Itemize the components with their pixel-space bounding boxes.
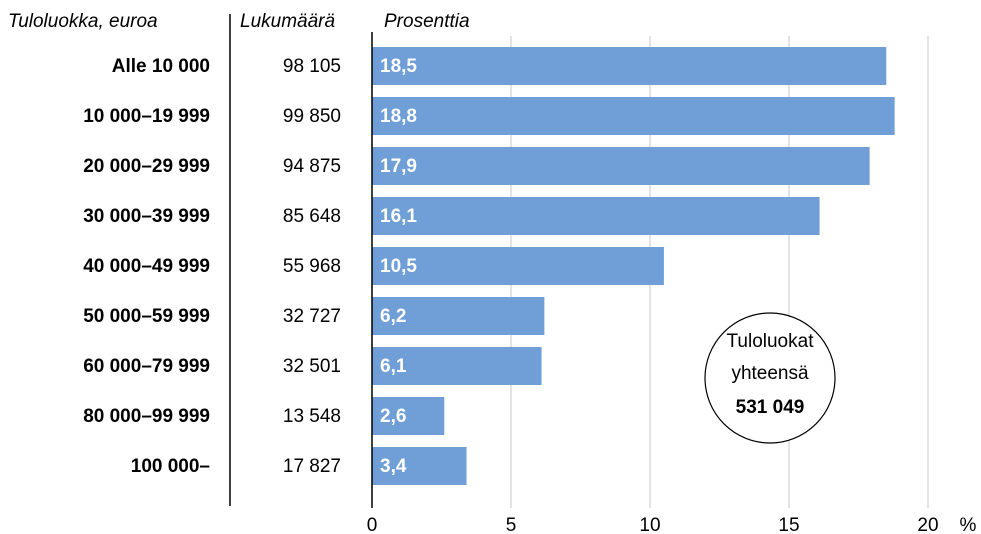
x-tick-label: 15 [778,515,799,534]
value-label: 6,1 [380,356,407,377]
category-label: 80 000–99 999 [83,406,210,427]
category-label: Alle 10 000 [112,56,210,77]
count: 32 727 [283,306,341,327]
bar [372,297,545,335]
bar [372,197,820,235]
count: 98 105 [283,56,341,77]
count: 85 648 [283,206,341,227]
annotation-circle [704,312,836,444]
bar [372,147,870,185]
value-label: 18,8 [380,106,417,127]
value-label: 17,9 [380,156,417,177]
count: 17 827 [283,456,341,477]
bar [372,97,895,135]
bar [372,397,445,435]
x-tick-label: 0 [367,515,378,534]
value-label: 3,4 [380,456,407,477]
category-label: 50 000–59 999 [83,306,210,327]
bar [372,47,887,85]
category-label: 10 000–19 999 [83,106,210,127]
value-label: 6,2 [380,306,406,327]
category-label: 60 000–79 999 [83,356,210,377]
value-label: 16,1 [380,206,417,227]
annotation-total: 531 049 [736,397,805,418]
count: 55 968 [283,256,341,277]
column-header: Prosenttia [384,11,470,32]
x-tick-label: 5 [506,515,517,534]
annotation-text: Tuloluokat [727,331,815,352]
value-label: 2,6 [380,406,406,427]
value-label: 10,5 [380,256,417,277]
category-label: 30 000–39 999 [83,206,210,227]
category-label: 40 000–49 999 [83,256,210,277]
x-tick-label: 10 [639,515,660,534]
x-tick-label: 20 [917,515,938,534]
column-header: Lukumäärä [240,11,335,32]
column-header: Tuloluokka, euroa [8,11,158,32]
count: 32 501 [283,356,341,377]
value-label: 18,5 [380,56,417,77]
annotation-text: yhteensä [731,363,809,384]
x-unit: % [960,515,977,534]
bar [372,347,542,385]
count: 94 875 [283,156,341,177]
category-label: 20 000–29 999 [83,156,210,177]
count: 99 850 [283,106,341,127]
bar [372,247,664,285]
count: 13 548 [283,406,341,427]
bar [372,447,467,485]
category-label: 100 000– [131,456,210,477]
